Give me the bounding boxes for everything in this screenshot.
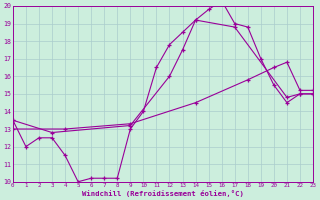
X-axis label: Windchill (Refroidissement éolien,°C): Windchill (Refroidissement éolien,°C)	[82, 190, 244, 197]
